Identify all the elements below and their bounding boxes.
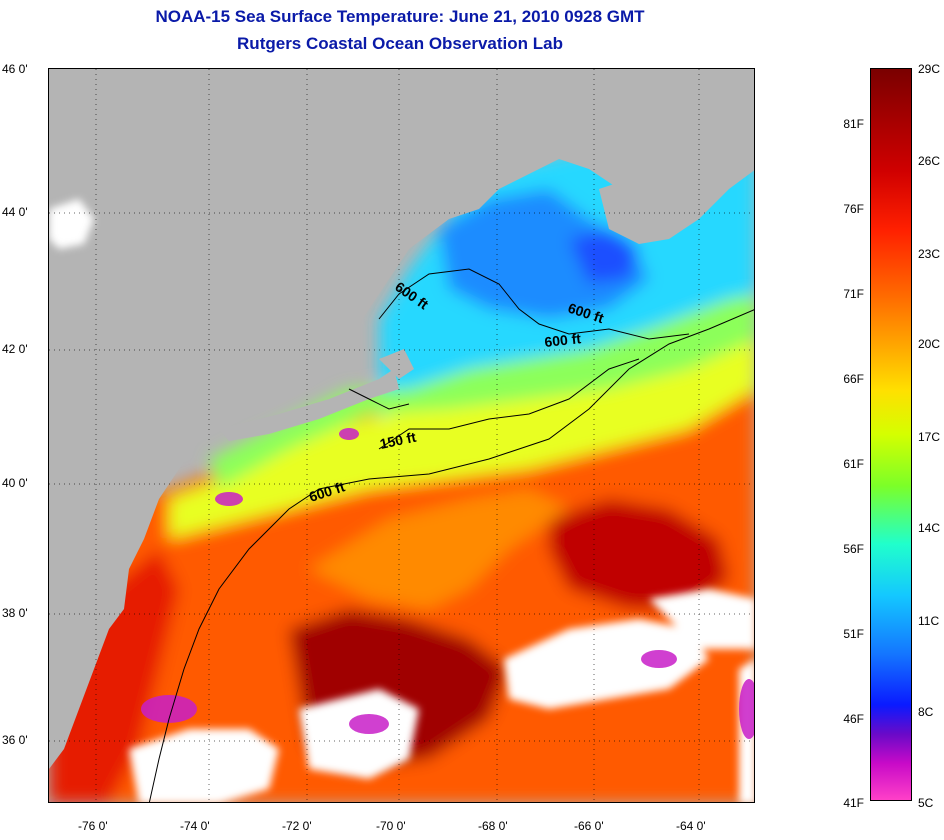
lat-label-40: 40 0': [2, 476, 28, 490]
colorbar-c-17: 17C: [918, 430, 941, 444]
lat-label-38: 38 0': [2, 606, 28, 620]
lat-label-46: 46 0': [2, 62, 28, 76]
colorbar-f-81: 81F: [843, 117, 864, 131]
map-title-line1: NOAA-15 Sea Surface Temperature: June 21…: [155, 7, 645, 26]
lon-label-66: -66 0': [574, 819, 604, 833]
colorbar-c-8: 8C: [918, 705, 934, 719]
lon-label-68: -68 0': [478, 819, 508, 833]
colorbar-c-29: 29C: [918, 62, 941, 76]
cloud-edge-artifacts: [141, 428, 754, 739]
colorbar-c-5: 5C: [918, 796, 934, 810]
lat-label-44: 44 0': [2, 205, 28, 219]
colorbar-f-41: 41F: [843, 796, 864, 810]
lon-label-64: -64 0': [676, 819, 706, 833]
sst-map-graphic: 600 ft 600 ft 600 ft 150 ft 600 ft: [49, 69, 754, 802]
colorbar-c-20: 20C: [918, 337, 941, 351]
lat-label-42: 42 0': [2, 342, 28, 356]
landmass: [49, 69, 754, 769]
colorbar-f-56: 56F: [843, 542, 864, 556]
colorbar-f-71: 71F: [843, 287, 864, 301]
cloud-cover: [49, 199, 754, 802]
colorbar-c-11: 11C: [918, 614, 940, 628]
lon-label-74: -74 0': [180, 819, 210, 833]
lat-label-36: 36 0': [2, 733, 28, 747]
colorbar-f-66: 66F: [843, 372, 864, 386]
contour-label-600ft-c: 600 ft: [544, 330, 582, 350]
colorbar-c-14: 14C: [918, 521, 941, 535]
map-title-line2: Rutgers Coastal Ocean Observation Lab: [237, 34, 563, 53]
colorbar-f-51: 51F: [843, 627, 864, 641]
lon-label-70: -70 0': [376, 819, 406, 833]
colorbar-c-23: 23C: [918, 247, 941, 261]
depth-contours: [148, 268, 754, 802]
colorbar-f-46: 46F: [843, 712, 864, 726]
contour-label-150ft: 150 ft: [378, 429, 417, 452]
colorbar-f-61: 61F: [843, 457, 864, 471]
temperature-colorbar: [870, 68, 912, 801]
sst-map[interactable]: 600 ft 600 ft 600 ft 150 ft 600 ft: [48, 68, 755, 803]
colorbar-f-76: 76F: [843, 202, 864, 216]
lon-label-76: -76 0': [78, 819, 108, 833]
lon-label-72: -72 0': [282, 819, 312, 833]
colorbar-c-26: 26C: [918, 154, 941, 168]
